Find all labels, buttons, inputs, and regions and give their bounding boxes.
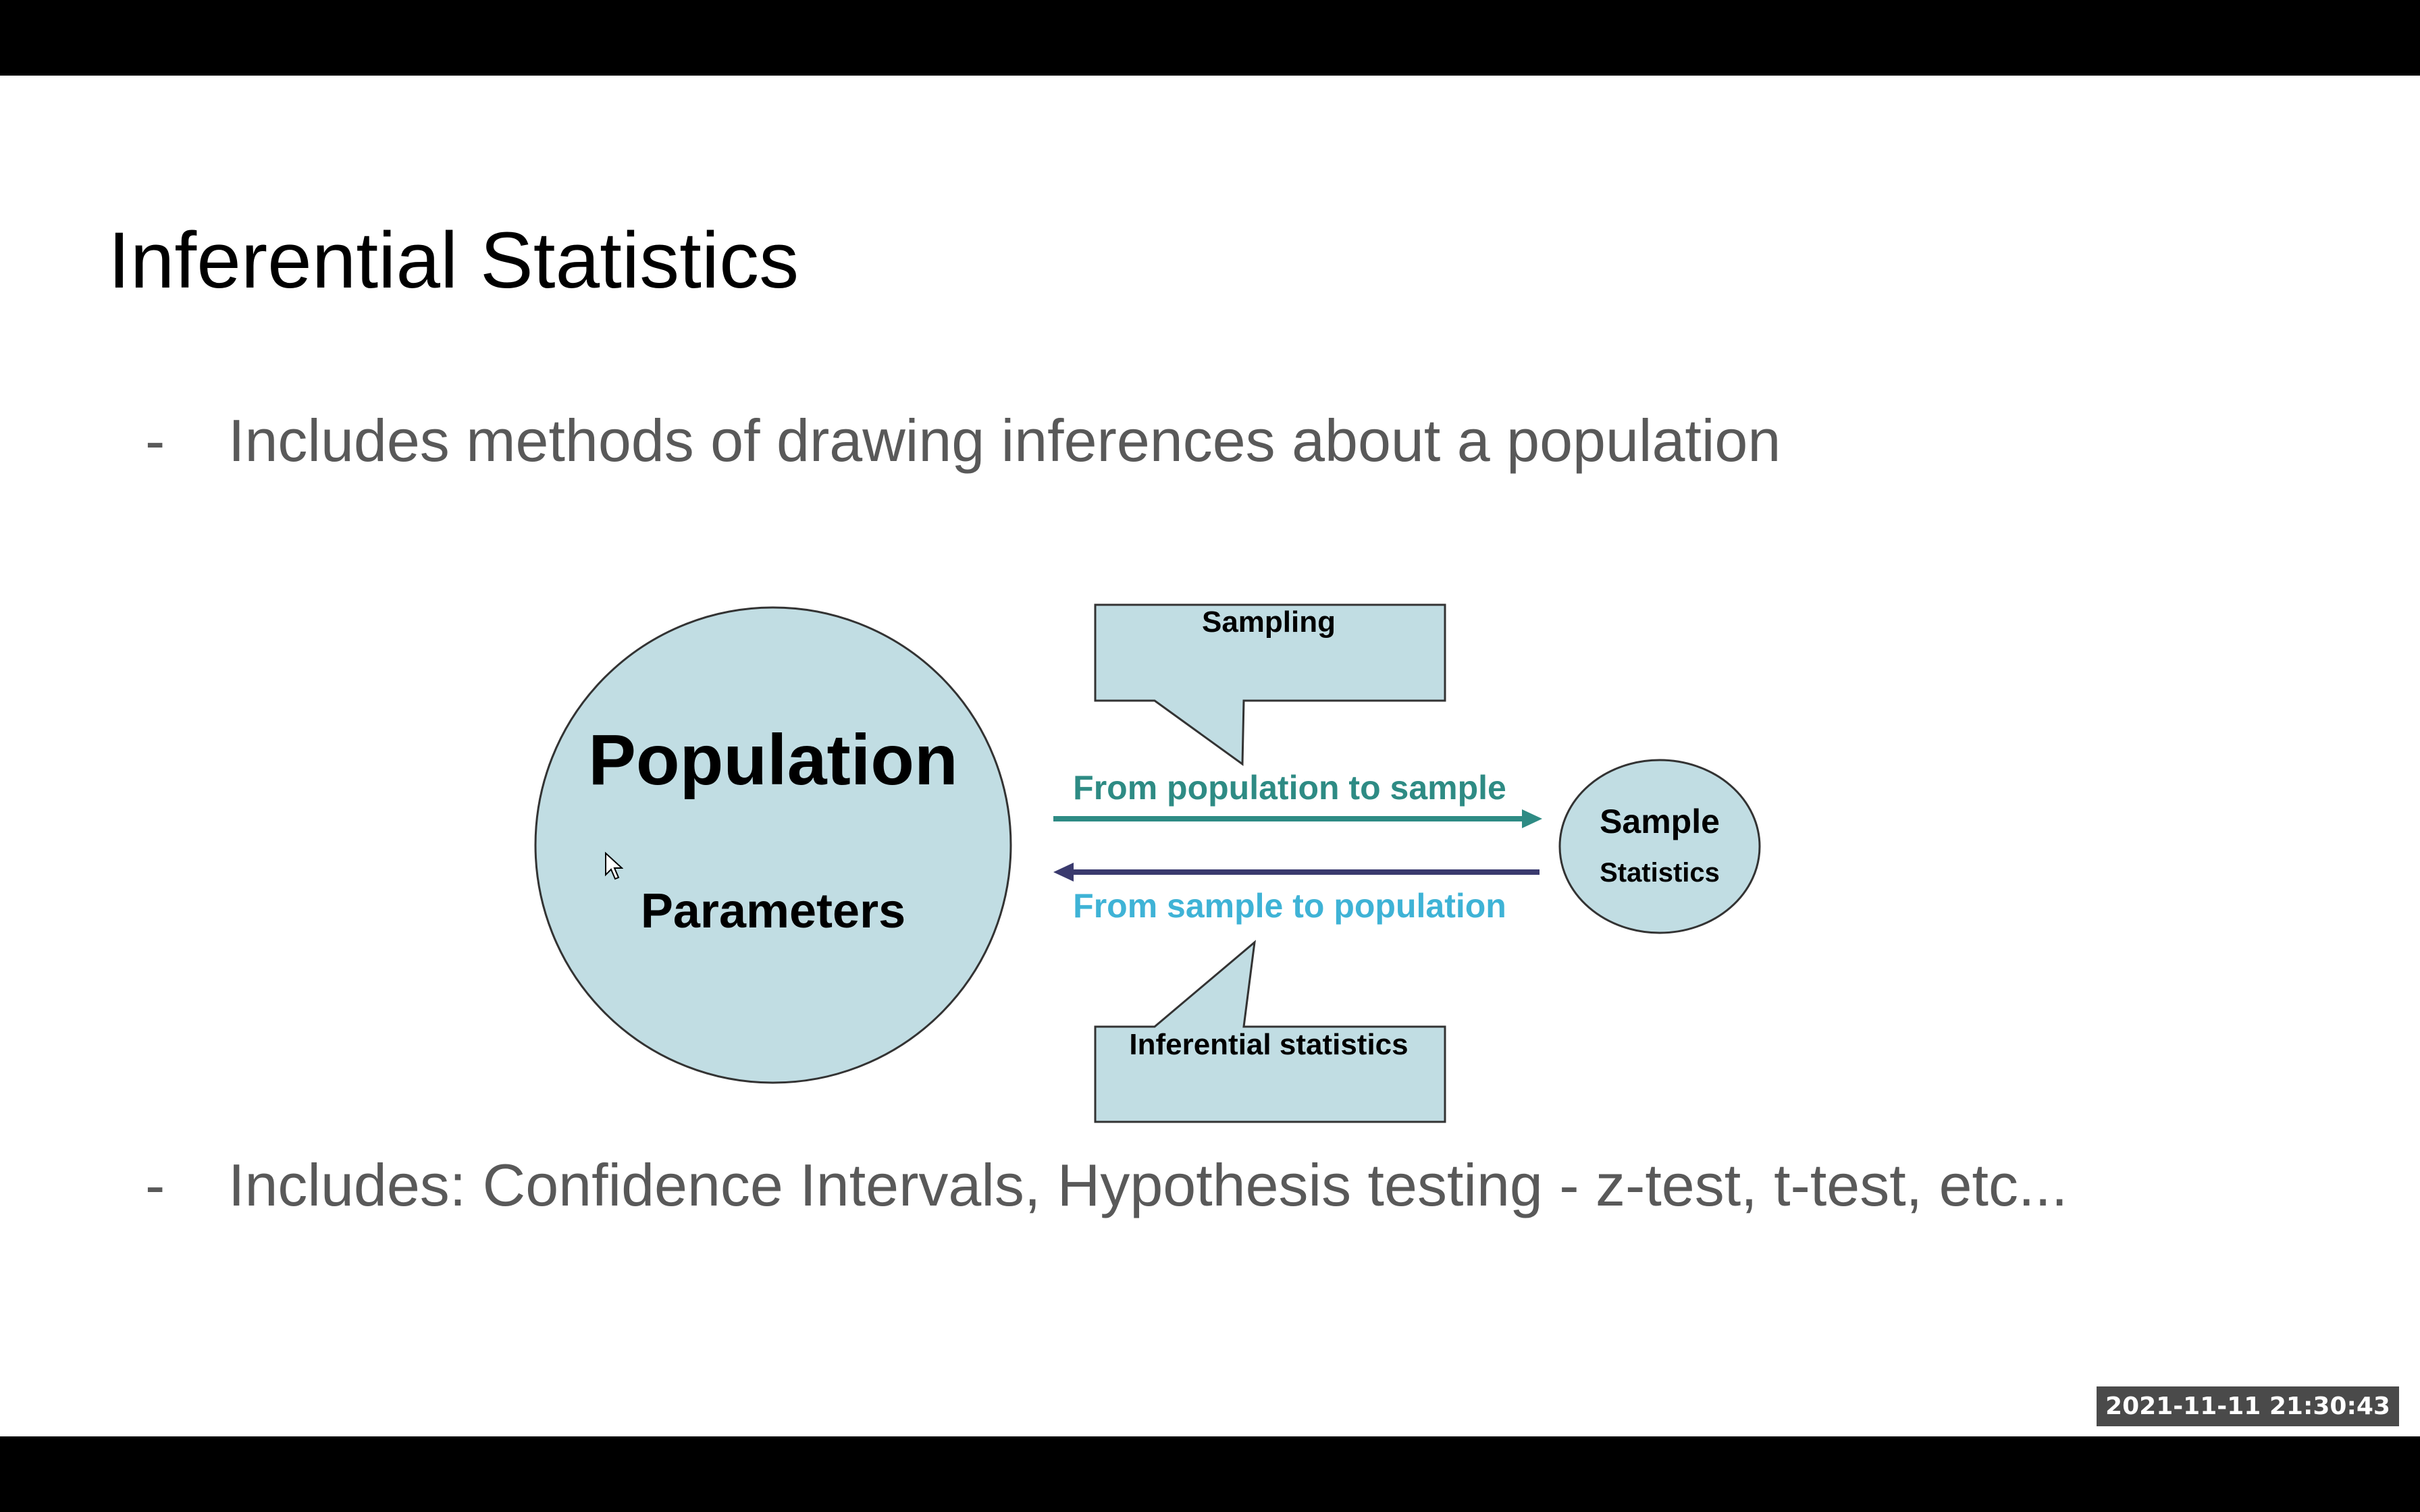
sample-label: Sample (1600, 803, 1720, 840)
forward-arrow-label: From population to sample (1073, 769, 1506, 807)
bullet-text: Includes methods of drawing inferences a… (228, 407, 1781, 474)
population-circle (534, 606, 1012, 1084)
statistics-label: Statistics (1600, 858, 1720, 888)
mouse-cursor-icon (605, 852, 623, 880)
bullet-dash: - (145, 407, 165, 474)
timestamp-overlay: 2021-11-11 21:30:43 (2097, 1386, 2399, 1426)
bullet-dash: - (145, 1152, 165, 1218)
inferential-callout-label: Inferential statistics (1129, 1028, 1408, 1061)
forward-arrowhead (1522, 809, 1542, 828)
slide: Inferential Statistics - Includes method… (0, 76, 2420, 1436)
parameters-label: Parameters (641, 884, 905, 938)
population-label: Population (588, 720, 958, 800)
bullet-text: Includes: Confidence Intervals, Hypothes… (228, 1152, 2068, 1218)
slide-title: Inferential Statistics (108, 216, 799, 305)
sampling-callout-shape (1094, 603, 1446, 766)
backward-arrow-label: From sample to population (1073, 887, 1506, 925)
sampling-callout-label: Sampling (1202, 605, 1336, 639)
inferential-callout-shape (1094, 940, 1446, 1123)
inference-diagram: Population Parameters Sampling From popu… (534, 603, 1761, 1123)
backward-arrowhead (1053, 863, 1074, 882)
sample-ellipse (1558, 759, 1761, 934)
